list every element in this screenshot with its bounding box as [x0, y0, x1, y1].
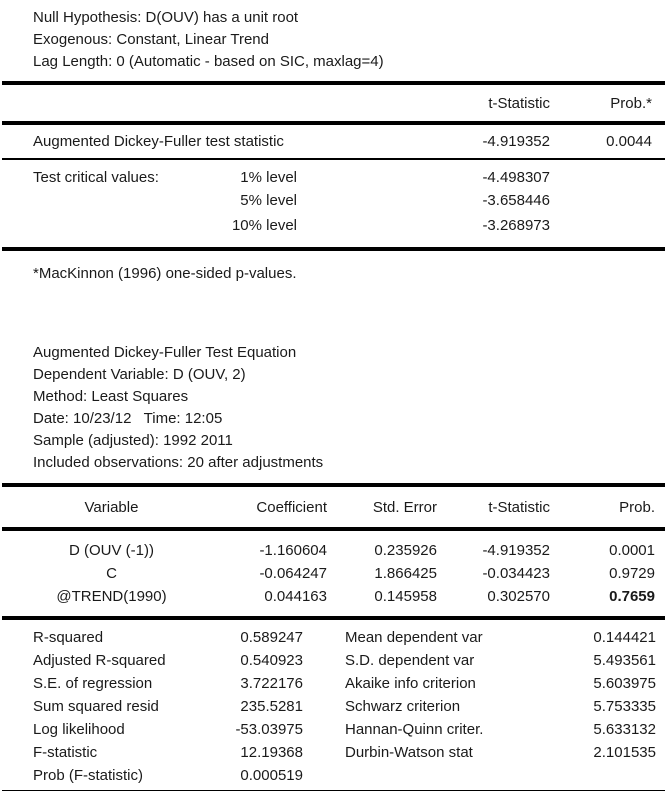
- std-error-cell: 1.866425: [374, 565, 437, 582]
- col-header-coefficient: Coefficient: [256, 498, 327, 516]
- tstat-cell: -4.919352: [482, 542, 550, 559]
- adf-statistic-tstat: -4.919352: [482, 133, 550, 150]
- stat-label: Schwarz criterion: [345, 698, 461, 715]
- adf-statistic-label: Augmented Dickey-Fuller test statistic: [33, 133, 284, 150]
- adf-header-prob: Prob.*: [610, 94, 652, 112]
- equation-info: Augmented Dickey-Fuller Test Equation De…: [0, 335, 668, 474]
- stat-label: F-statistic: [33, 744, 98, 761]
- stat-label: Mean dependent var: [345, 629, 483, 646]
- stat-value: 12.19368: [240, 744, 303, 761]
- rule-regression-top: [2, 483, 665, 487]
- critical-values-label: Test critical values:: [33, 169, 159, 186]
- rule-top: [2, 81, 665, 85]
- std-error-cell: 0.235926: [374, 542, 437, 559]
- stat-value: 5.633132: [593, 721, 656, 738]
- critical-level: 5% level: [240, 191, 297, 209]
- critical-value: -4.498307: [482, 169, 550, 186]
- adf-statistic-prob: 0.0044: [606, 133, 652, 150]
- sample-line: Sample (adjusted): 1992 2011: [33, 432, 233, 449]
- adf-statistic-row: Augmented Dickey-Fuller test statistic -…: [0, 125, 668, 158]
- adf-header-tstat: t-Statistic: [488, 94, 550, 112]
- observations-line: Included observations: 20 after adjustme…: [33, 454, 324, 471]
- col-header-variable: Variable: [84, 498, 139, 516]
- col-header-tstat: t-Statistic: [488, 498, 550, 516]
- critical-level: 10% level: [231, 217, 297, 234]
- stat-value: 0.540923: [240, 652, 303, 669]
- col-header-prob: Prob.: [619, 498, 655, 516]
- critical-value-row: 10% level -3.268973: [0, 212, 668, 238]
- regression-row: C -0.064247 1.866425 -0.034423 0.9729: [0, 562, 668, 585]
- variable-cell: C: [106, 565, 117, 582]
- rule-critical-values: [2, 158, 665, 160]
- stat-value: 5.493561: [593, 652, 656, 669]
- stat-value: 5.753335: [593, 698, 656, 715]
- std-error-cell: 0.145958: [374, 588, 437, 605]
- coefficient-cell: -0.064247: [259, 565, 327, 582]
- stat-label: Sum squared resid: [33, 698, 159, 715]
- stat-value: -53.03975: [235, 721, 303, 738]
- dependent-variable-line: Dependent Variable: D (OUV, 2): [33, 366, 246, 383]
- prob-cell: 0.0001: [609, 542, 655, 559]
- critical-value: -3.268973: [482, 217, 550, 234]
- coefficient-cell: 0.044163: [264, 588, 327, 605]
- stat-label: R-squared: [33, 629, 104, 646]
- stat-label: Hannan-Quinn criter.: [345, 721, 484, 738]
- stats-row: F-statistic 12.19368 Durbin-Watson stat …: [0, 741, 668, 764]
- method-line: Method: Least Squares: [33, 388, 189, 405]
- stat-value: 3.722176: [240, 675, 303, 692]
- prob-cell: 0.9729: [609, 565, 655, 582]
- stat-label: S.E. of regression: [33, 675, 153, 692]
- stats-row: S.E. of regression 3.722176 Akaike info …: [0, 672, 668, 695]
- adf-table-header: t-Statistic Prob.*: [0, 85, 668, 121]
- variable-cell: @TREND(1990): [56, 588, 167, 605]
- rule-adf-header: [2, 121, 665, 125]
- lag-length-line: Lag Length: 0 (Automatic - based on SIC,…: [33, 53, 384, 70]
- stats-row: Prob (F-statistic) 0.000519: [0, 764, 668, 787]
- stat-value: 0.589247: [240, 629, 303, 646]
- rule-regression-header: [2, 527, 665, 531]
- stat-value: 5.603975: [593, 675, 656, 692]
- stats-row: Sum squared resid 235.5281 Schwarz crite…: [0, 695, 668, 718]
- rule-adf-bottom: [2, 247, 665, 251]
- rule-stats-top: [2, 616, 665, 620]
- prob-cell-highlighted: 0.7659: [609, 588, 655, 605]
- regression-row: @TREND(1990) 0.044163 0.145958 0.302570 …: [0, 585, 668, 608]
- equation-title-line: Augmented Dickey-Fuller Test Equation: [33, 344, 297, 361]
- tstat-cell: 0.302570: [487, 588, 550, 605]
- stat-label: Prob (F-statistic): [33, 767, 144, 784]
- stat-label: S.D. dependent var: [345, 652, 475, 669]
- stat-value: 235.5281: [240, 698, 303, 715]
- critical-level: 1% level: [240, 169, 297, 186]
- stat-label: Durbin-Watson stat: [345, 744, 473, 761]
- variable-cell: D (OUV (-1)): [69, 542, 154, 559]
- hypothesis-info: Null Hypothesis: D(OUV) has a unit root …: [0, 0, 668, 73]
- critical-value-row: 5% level -3.658446: [0, 188, 668, 212]
- coefficient-cell: -1.160604: [259, 542, 327, 559]
- regression-table-header: Variable Coefficient Std. Error t-Statis…: [0, 487, 668, 527]
- exogenous-line: Exogenous: Constant, Linear Trend: [33, 31, 269, 48]
- summary-statistics: R-squared 0.589247 Mean dependent var 0.…: [0, 620, 668, 787]
- stat-label: Log likelihood: [33, 721, 125, 738]
- col-header-std-error: Std. Error: [372, 498, 437, 516]
- stat-value: 2.101535: [593, 744, 656, 761]
- stat-label: Adjusted R-squared: [33, 652, 166, 669]
- stats-row: Adjusted R-squared 0.540923 S.D. depende…: [0, 649, 668, 672]
- mackinnon-footnote: *MacKinnon (1996) one-sided p-values.: [33, 265, 297, 282]
- stat-value: 0.144421: [593, 629, 656, 646]
- regression-row: D (OUV (-1)) -1.160604 0.235926 -4.91935…: [0, 531, 668, 562]
- stats-row: R-squared 0.589247 Mean dependent var 0.…: [0, 626, 668, 649]
- critical-value: -3.658446: [482, 191, 550, 209]
- critical-value-row: Test critical values: 1% level -4.498307: [0, 160, 668, 188]
- stat-label: Akaike info criterion: [345, 675, 476, 692]
- date-time-line: Date: 10/23/12 Time: 12:05: [33, 410, 223, 427]
- null-hypothesis-line: Null Hypothesis: D(OUV) has a unit root: [33, 9, 299, 26]
- stat-value: 0.000519: [240, 767, 303, 784]
- stats-row: Log likelihood -53.03975 Hannan-Quinn cr…: [0, 718, 668, 741]
- tstat-cell: -0.034423: [482, 565, 550, 582]
